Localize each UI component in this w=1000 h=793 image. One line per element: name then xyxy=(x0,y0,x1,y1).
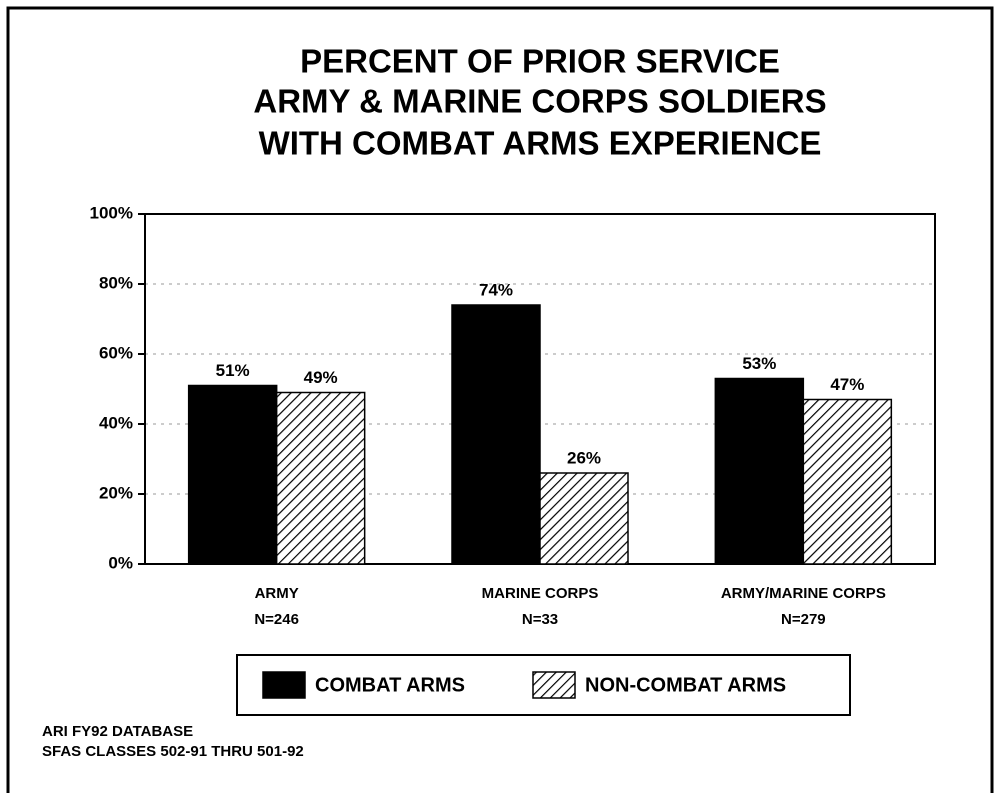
x-tick-label: ARMY/MARINE CORPS xyxy=(721,585,886,602)
bar xyxy=(275,391,366,565)
bar xyxy=(187,384,278,565)
footnote: ARI FY92 DATABASE xyxy=(42,723,193,740)
legend-label: COMBAT ARMS xyxy=(315,674,465,696)
x-tick-sublabel: N=33 xyxy=(522,611,558,628)
chart-title: PERCENT OF PRIOR SERVICE xyxy=(300,43,780,80)
chart-title: ARMY & MARINE CORPS SOLDIERS xyxy=(253,83,826,120)
x-tick-label: ARMY xyxy=(255,585,299,602)
data-label: 53% xyxy=(742,354,776,373)
y-tick-label: 0% xyxy=(108,553,133,572)
y-tick-label: 100% xyxy=(90,203,133,222)
data-label: 49% xyxy=(304,368,338,387)
data-label: 26% xyxy=(567,448,601,467)
x-tick-sublabel: N=246 xyxy=(254,611,299,628)
data-label: 47% xyxy=(830,375,864,394)
x-tick-sublabel: N=279 xyxy=(781,611,826,628)
bar xyxy=(451,304,541,565)
legend-swatch xyxy=(262,671,306,699)
legend-label: NON-COMBAT ARMS xyxy=(585,674,786,696)
data-label: 51% xyxy=(216,361,250,380)
data-label: 74% xyxy=(479,280,513,299)
y-tick-label: 60% xyxy=(99,343,133,362)
footnote: SFAS CLASSES 502-91 THRU 501-92 xyxy=(42,743,304,760)
y-tick-label: 40% xyxy=(99,413,133,432)
x-tick-label: MARINE CORPS xyxy=(482,585,599,602)
chart-title: WITH COMBAT ARMS EXPERIENCE xyxy=(259,125,822,162)
bar xyxy=(802,398,893,565)
frame xyxy=(6,6,994,793)
bar xyxy=(539,472,629,565)
y-tick-label: 20% xyxy=(99,483,133,502)
y-tick-label: 80% xyxy=(99,273,133,292)
legend-swatch xyxy=(532,671,576,699)
bar xyxy=(714,377,805,565)
